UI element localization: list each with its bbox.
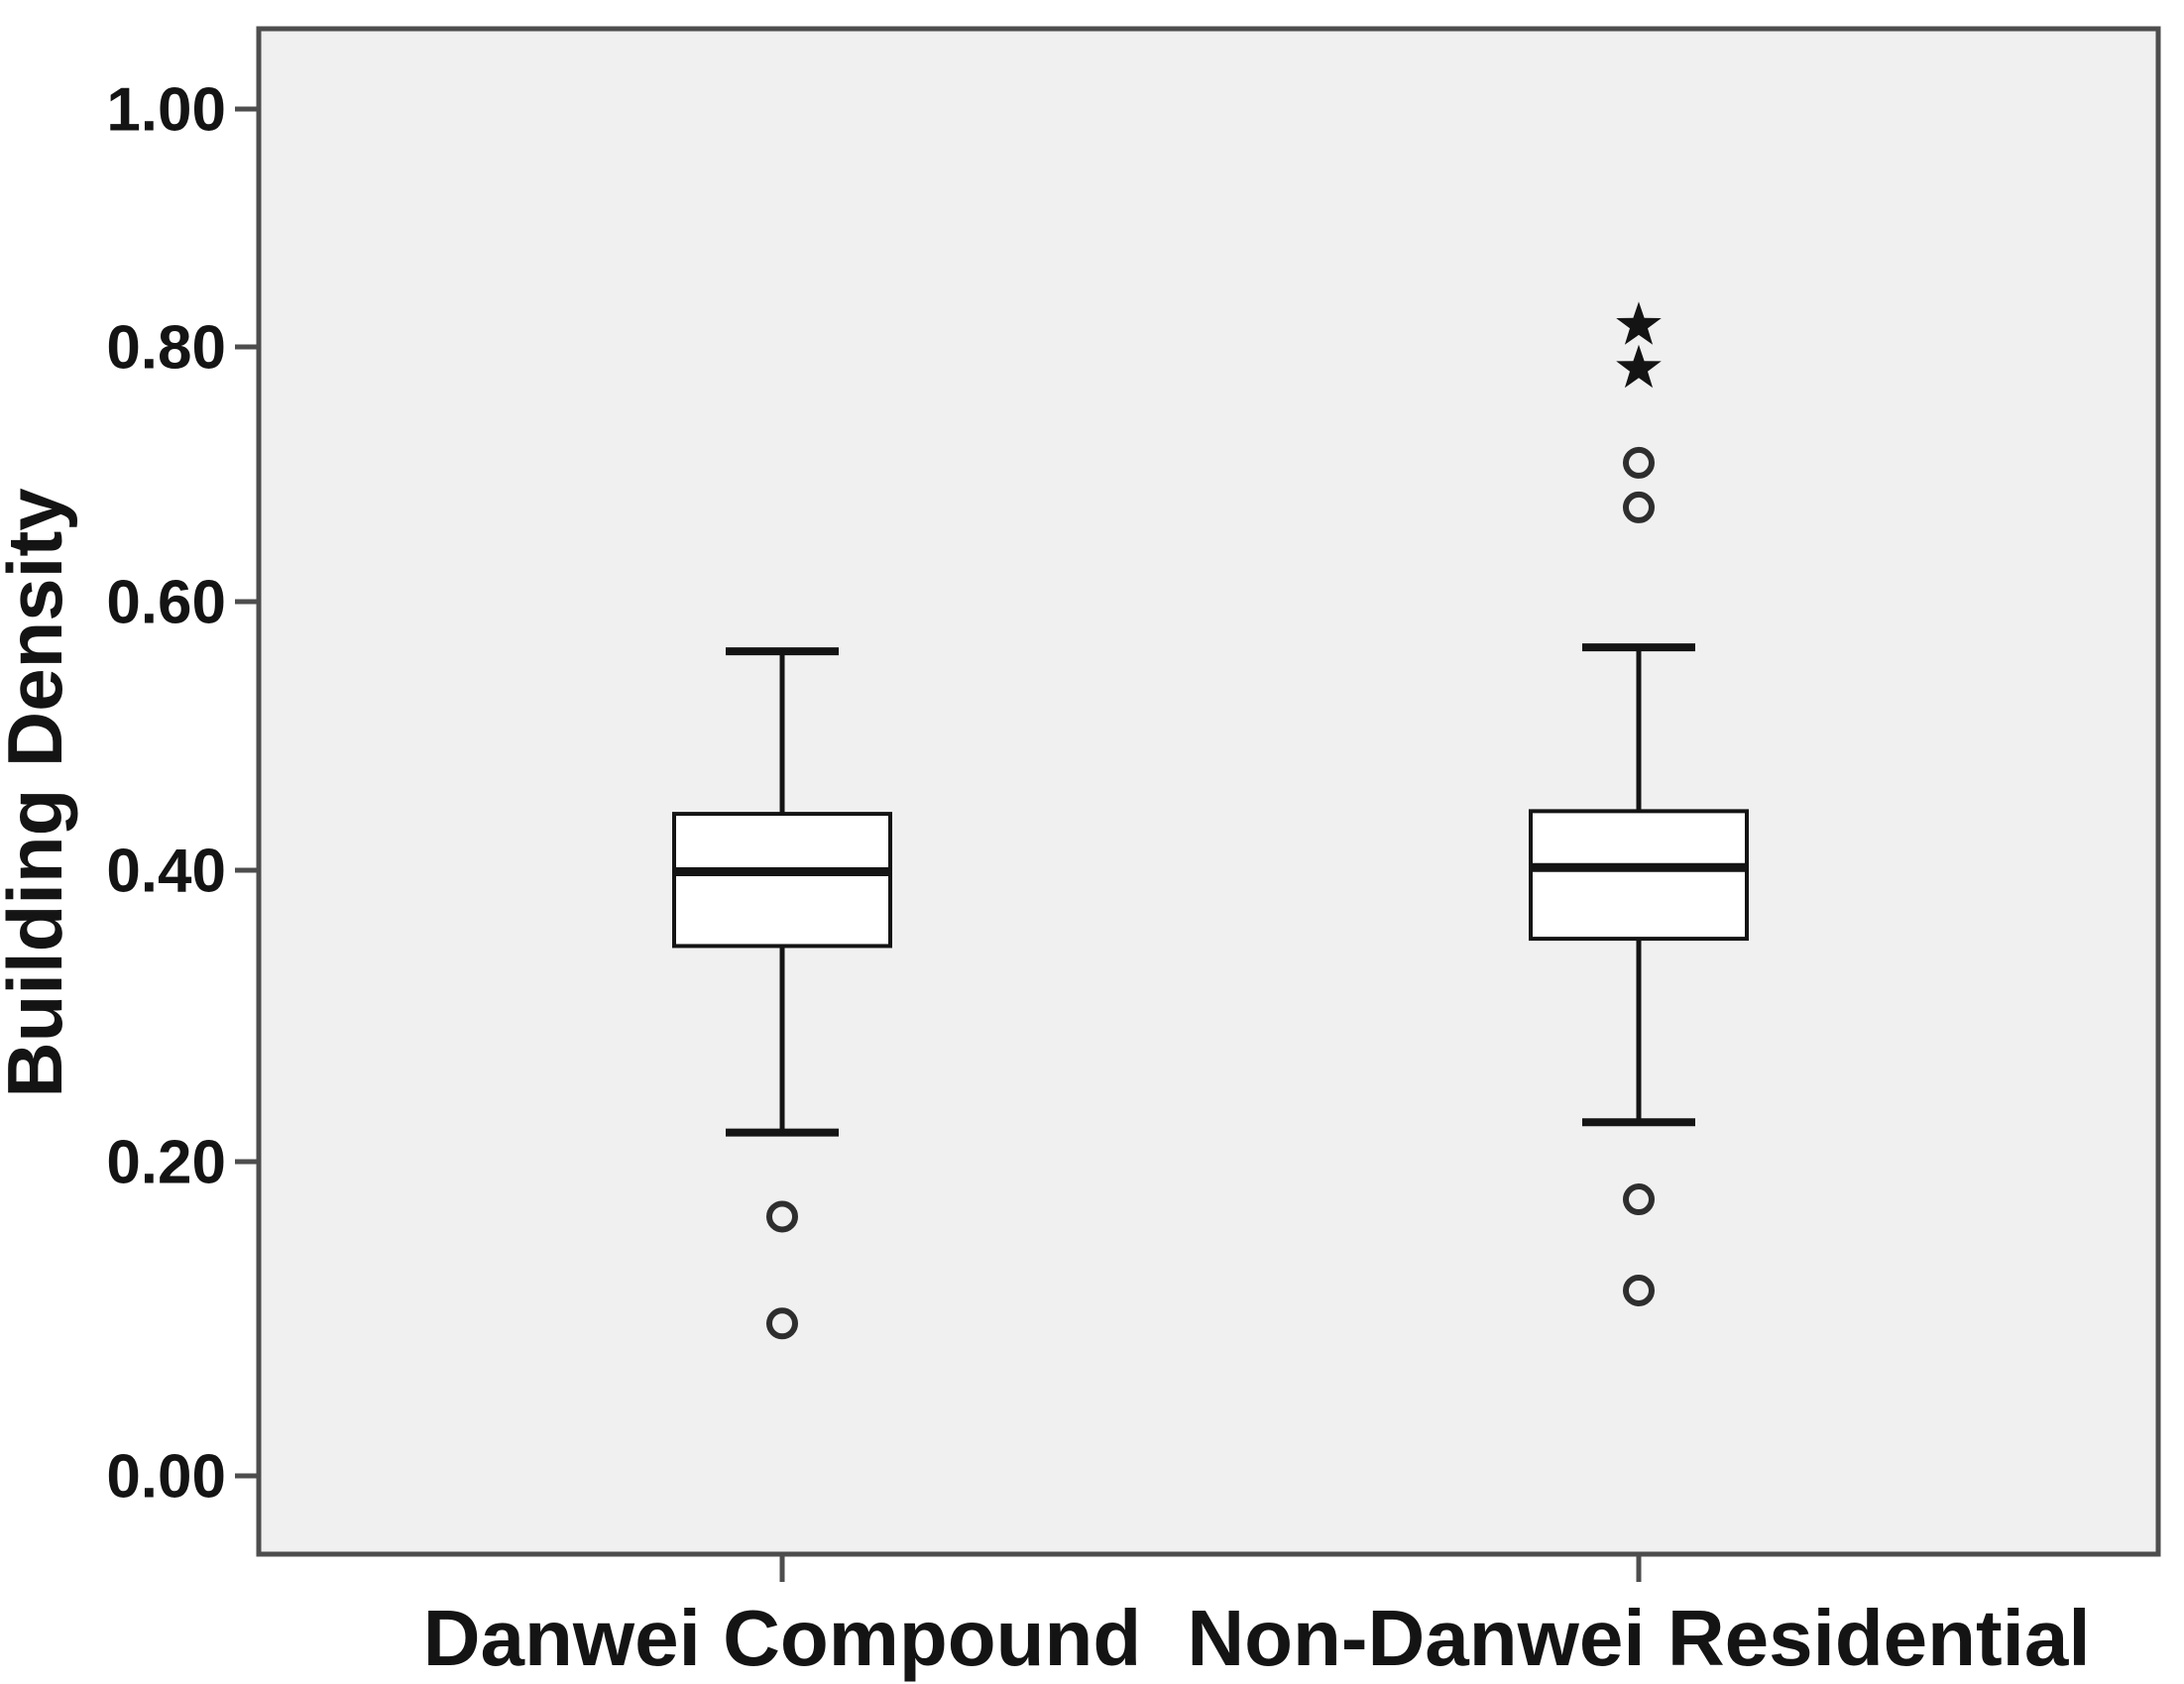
plot-area-frame: [256, 26, 2161, 1557]
outlier-circle: [766, 1307, 798, 1340]
plot-layer: 1.00 0.80 0.60 0.40 0.20 0.00 Danwei Compound N…: [106, 26, 2161, 1682]
extreme-outlier-star: [1616, 344, 1662, 389]
y-tick-label: 0.00: [106, 1443, 226, 1512]
y-tick-label: 0.60: [106, 569, 226, 637]
y-axis-title: Building Density: [0, 488, 78, 1097]
outlier-circle: [1623, 1274, 1655, 1306]
outlier-circle: [1623, 446, 1655, 479]
x-category-label: Non-Danwei Residential: [1187, 1594, 2090, 1682]
iqr-box: [672, 812, 892, 949]
outlier-circle: [1623, 1183, 1655, 1216]
extreme-outlier-star: [1616, 301, 1662, 345]
y-tick-label: 0.80: [106, 314, 226, 383]
iqr-box: [1529, 809, 1749, 942]
x-category-label: Danwei Compound: [423, 1594, 1141, 1682]
outlier-circle: [766, 1200, 798, 1233]
outlier-circle: [1623, 491, 1655, 523]
y-tick-label: 0.20: [106, 1129, 226, 1197]
y-tick-label: 1.00: [106, 76, 226, 145]
y-tick-label: 0.40: [106, 838, 226, 906]
